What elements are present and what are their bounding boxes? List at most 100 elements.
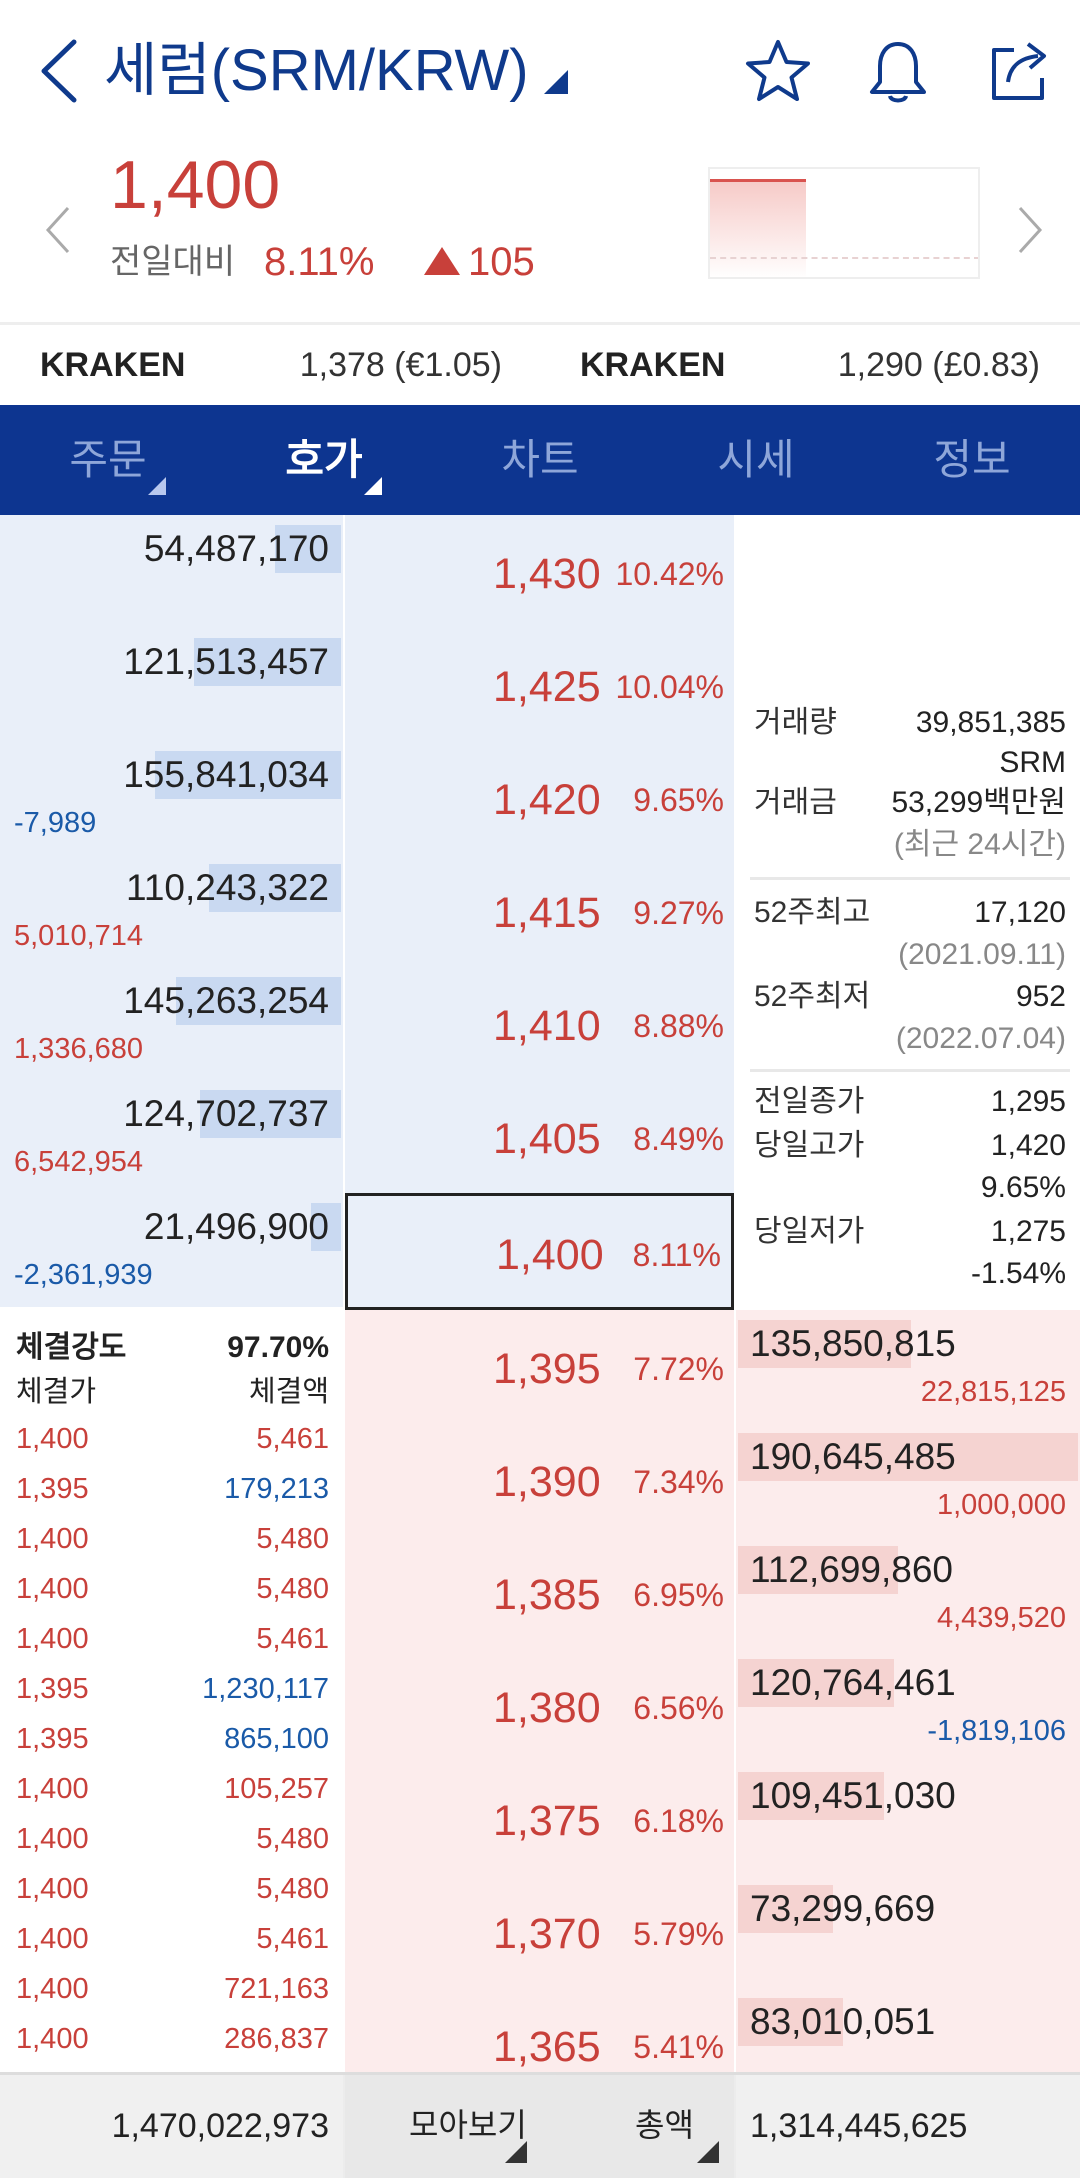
star-icon[interactable] xyxy=(742,36,814,108)
mini-chart-area xyxy=(710,179,806,277)
bid-price: 1,385 xyxy=(493,1571,601,1619)
ask-quantity-cell: 110,243,322 5,010,714 xyxy=(0,854,343,971)
bid-price-percent: 6.18% xyxy=(633,1803,724,1839)
amount-mode-dropdown-icon xyxy=(697,2141,719,2163)
bid-price-cell[interactable]: 1,370 5.79% xyxy=(345,1875,734,1992)
high52-date: (2021.09.11) xyxy=(898,938,1066,971)
ask-price-cell[interactable]: 1,420 9.65% xyxy=(345,741,734,858)
ask-quantity-cell: 145,263,254 1,336,680 xyxy=(0,967,343,1084)
bid-quantity-cell: 73,299,669 xyxy=(736,1875,1080,1992)
tick-amount: 286,837 xyxy=(224,2023,329,2055)
tab-info[interactable]: 정보 xyxy=(864,405,1080,515)
tab-market[interactable]: 시세 xyxy=(648,405,864,515)
bid-price-percent: 5.41% xyxy=(633,2029,724,2065)
bid-price: 1,390 xyxy=(493,1458,601,1506)
tick-price: 1,400 xyxy=(16,1573,89,1605)
share-icon[interactable] xyxy=(984,36,1056,108)
strength-label: 체결강도 xyxy=(16,1331,127,1364)
bid-row[interactable]: 1,370 5.79% 73,299,669 xyxy=(0,1875,1080,1992)
bid-price-percent: 7.34% xyxy=(633,1464,724,1500)
tab-label: 차트 xyxy=(501,436,579,483)
bid-price-cell[interactable]: 1,395 7.72% xyxy=(345,1310,734,1427)
ask-row[interactable]: 155,841,034 -7,989 1,420 9.65% xyxy=(0,741,1080,858)
volume-unit: SRM xyxy=(999,746,1066,779)
high52-label: 52주최고 xyxy=(754,896,871,929)
ask-volume-bar xyxy=(200,1090,341,1138)
order-book: 54,487,170 1,430 10.42% 121,513,457 1,425 10.… xyxy=(0,515,1080,2105)
day-high-percent: 9.65% xyxy=(980,1171,1066,1204)
low52-date: (2022.07.04) xyxy=(895,1022,1066,1055)
tab-chart[interactable]: 차트 xyxy=(432,405,648,515)
chevron-right-icon[interactable] xyxy=(1010,200,1050,260)
ask-price-cell[interactable]: 1,425 10.04% xyxy=(345,628,734,745)
chevron-left-icon[interactable] xyxy=(38,200,78,260)
ask-price: 1,425 xyxy=(493,663,601,711)
ask-row[interactable]: 124,702,737 6,542,954 1,405 8.49% xyxy=(0,1080,1080,1197)
day-high-value: 1,420 xyxy=(990,1129,1066,1162)
ask-price-cell[interactable]: 1,410 8.88% xyxy=(345,967,734,1084)
group-view-dropdown-icon xyxy=(505,2141,527,2163)
day-high-label: 당일고가 xyxy=(754,1129,865,1162)
bid-price-cell[interactable]: 1,390 7.34% xyxy=(345,1423,734,1540)
tick-price: 1,400 xyxy=(16,1923,89,1955)
bid-price-cell[interactable]: 1,385 6.95% xyxy=(345,1536,734,1653)
compare-label: 전일대비 xyxy=(110,243,236,281)
exchange-quotes: KRAKEN 1,378 (€1.05) KRAKEN 1,290 (£0.83… xyxy=(0,322,1080,405)
change-percent: 8.11% xyxy=(264,240,375,284)
exchange-name: KRAKEN xyxy=(40,346,186,384)
bid-price: 1,380 xyxy=(493,1684,601,1732)
tick-price: 1,400 xyxy=(16,2023,89,2055)
bid-quantity: 73,299,669 xyxy=(750,1888,936,1929)
ask-volume-bar xyxy=(311,1203,341,1251)
bell-icon[interactable] xyxy=(862,36,934,108)
title-dropdown-icon[interactable] xyxy=(544,70,568,94)
tick-row: 1,400 721,163 xyxy=(0,1964,343,2014)
tab-orderbook[interactable]: 호가 xyxy=(216,405,432,515)
current-price: 1,400 xyxy=(110,147,281,223)
prev-close-value: 1,295 xyxy=(990,1085,1066,1118)
ask-quantity-cell: 155,841,034 -7,989 xyxy=(0,741,343,858)
ask-price-cell[interactable]: 1,430 10.42% xyxy=(345,515,734,632)
ask-price-cell[interactable]: 1,400 8.11% xyxy=(345,1193,734,1310)
bid-price: 1,365 xyxy=(493,2023,601,2071)
prev-close-label: 전일종가 xyxy=(754,1085,865,1118)
ask-price-cell[interactable]: 1,405 8.49% xyxy=(345,1080,734,1197)
ask-quantity-cell: 21,496,900 -2,361,939 xyxy=(0,1193,343,1310)
exchange-quote-gbp: 1,290 (£0.83) xyxy=(837,346,1040,384)
page-title[interactable]: 세럼(SRM/KRW) xyxy=(104,38,529,103)
tick-row: 1,395 1,230,117 xyxy=(0,1664,343,1714)
tick-price-header: 체결가 xyxy=(16,1376,97,1408)
tab-order[interactable]: 주문 xyxy=(0,405,216,515)
tick-amount: 5,461 xyxy=(256,1423,329,1455)
bid-row[interactable]: 1,385 6.95% 112,699,860 4,439,520 xyxy=(0,1536,1080,1653)
back-icon[interactable] xyxy=(34,36,84,106)
volume-value: 39,851,385 xyxy=(915,706,1066,739)
exchange-quote-eur: 1,378 (€1.05) xyxy=(299,346,502,384)
amount-label: 거래금 xyxy=(754,786,837,819)
change-amount: 105 xyxy=(468,240,535,284)
group-view-button[interactable]: 모아보기 xyxy=(409,2107,527,2143)
tick-row: 1,400 105,257 xyxy=(0,1764,343,1814)
order-book-footer: 1,470,022,973 모아보기 총액 1,314,445,625 xyxy=(0,2072,1080,2178)
ask-row[interactable]: 145,263,254 1,336,680 1,410 8.88% xyxy=(0,967,1080,1084)
tab-dropdown-icon xyxy=(148,477,166,495)
bid-row[interactable]: 1,390 7.34% 190,645,485 1,000,000 xyxy=(0,1423,1080,1540)
amount-mode-button[interactable]: 총액 xyxy=(635,2107,694,2143)
bid-price-cell[interactable]: 1,375 6.18% xyxy=(345,1762,734,1879)
day-low-value: 1,275 xyxy=(990,1215,1066,1248)
tab-label: 주문 xyxy=(69,436,147,483)
ask-quantity: 21,496,900 xyxy=(143,1206,329,1247)
bid-price-percent: 7.72% xyxy=(633,1351,724,1387)
ask-row[interactable]: 21,496,900 -2,361,939 1,400 8.11% xyxy=(0,1193,1080,1310)
high52-value: 17,120 xyxy=(974,896,1066,929)
bid-row[interactable]: 1,395 7.72% 135,850,815 22,815,125 xyxy=(0,1310,1080,1427)
bid-price: 1,395 xyxy=(493,1345,601,1393)
ask-quantity: 110,243,322 xyxy=(125,867,329,908)
ask-price: 1,400 xyxy=(496,1231,604,1279)
bid-volume-bar xyxy=(738,1885,833,1933)
tick-price: 1,400 xyxy=(16,1423,89,1455)
ask-volume-bar xyxy=(176,977,341,1025)
mini-chart[interactable] xyxy=(708,167,980,279)
bid-price-cell[interactable]: 1,380 6.56% xyxy=(345,1649,734,1766)
ask-price-cell[interactable]: 1,415 9.27% xyxy=(345,854,734,971)
